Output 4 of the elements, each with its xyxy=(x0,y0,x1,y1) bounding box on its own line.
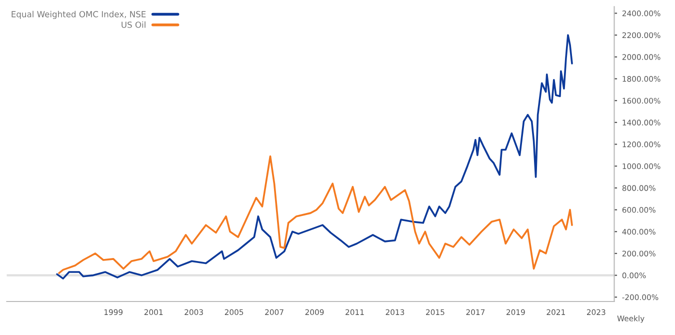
legend-label: US Oil xyxy=(122,21,146,28)
line-series xyxy=(58,155,573,274)
line-series xyxy=(56,34,573,280)
legend-label: Equal Weighted OMC Index, NSE xyxy=(12,10,146,19)
